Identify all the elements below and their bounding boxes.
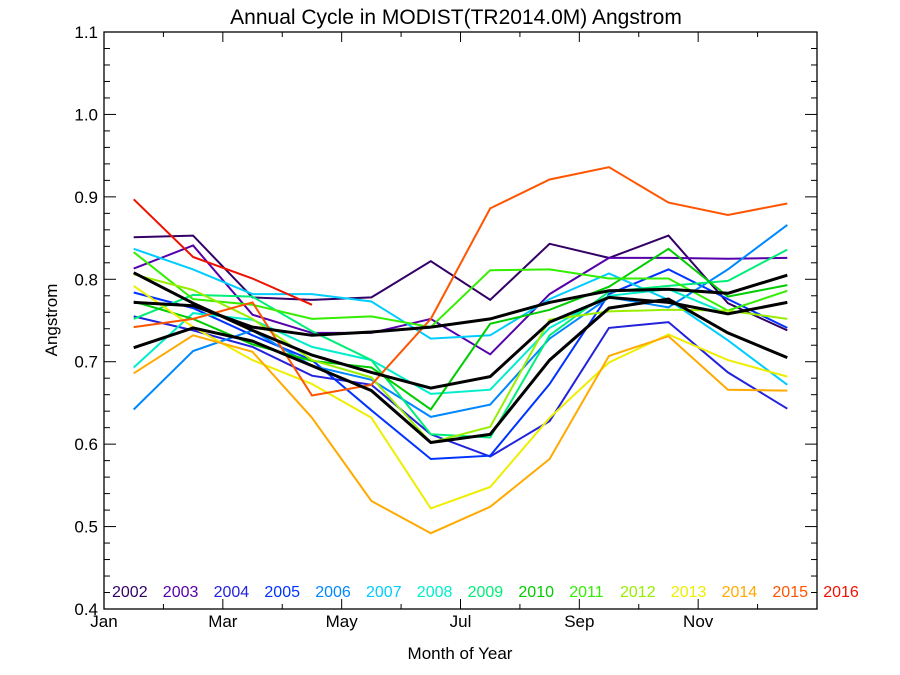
y-axis-label: Angstrom <box>42 284 61 357</box>
x-tick-label: Jan <box>90 612 117 631</box>
series-line-2014 <box>133 334 788 535</box>
x-axis: Jan Mar May Jul Sep Nov <box>90 32 818 631</box>
legend-label-2011: 2011 <box>569 584 604 601</box>
plot-lines <box>132 166 788 535</box>
y-tick-label: 1.0 <box>74 105 98 124</box>
series-line-2007 <box>133 247 788 386</box>
legend-label-2008: 2008 <box>417 584 453 601</box>
legend-label-2006: 2006 <box>315 584 351 601</box>
legend-label-2012: 2012 <box>620 584 656 601</box>
summary-line-3 <box>133 297 788 445</box>
x-tick-label: May <box>326 612 359 631</box>
series-line-2012 <box>133 273 788 444</box>
legend-label-2005: 2005 <box>264 584 300 601</box>
legend-label-2007: 2007 <box>366 584 402 601</box>
y-tick-label: 0.9 <box>74 188 98 207</box>
y-tick-label: 0.6 <box>74 435 98 454</box>
legend-label-2010: 2010 <box>518 584 554 601</box>
series-line-2009 <box>133 248 788 439</box>
legend-label-2015: 2015 <box>772 584 808 601</box>
legend-label-2016: 2016 <box>823 584 859 601</box>
series-line-2006 <box>132 224 788 418</box>
chart-title: Annual Cycle in MODIST(TR2014.0M) Angstr… <box>230 6 682 29</box>
series-line-2015 <box>133 166 788 397</box>
x-tick-label: Jul <box>450 612 472 631</box>
series-line-2011 <box>133 251 788 329</box>
x-axis-label: Month of Year <box>408 644 513 663</box>
y-tick-label: 0.5 <box>74 518 98 537</box>
x-tick-label: Nov <box>683 612 714 631</box>
legend-label-2009: 2009 <box>468 584 504 601</box>
y-axis: 0.4 0.5 0.6 0.7 0.8 0.9 1.0 1.1 <box>74 23 817 619</box>
series-line-2010 <box>133 247 788 411</box>
x-tick-label: Sep <box>564 612 594 631</box>
legend-label-2003: 2003 <box>163 584 199 601</box>
plot-frame <box>103 31 818 610</box>
legend-label-2014: 2014 <box>722 584 758 601</box>
series-line-2005 <box>133 268 788 461</box>
series-line-2013 <box>133 285 788 510</box>
y-tick-label: 0.8 <box>74 270 98 289</box>
legend-label-2002: 2002 <box>112 584 148 601</box>
series-line-2016 <box>133 198 313 306</box>
series-line-2004 <box>133 315 788 458</box>
x-tick-label: Mar <box>208 612 238 631</box>
summary-line-2 <box>133 273 788 337</box>
legend-label-2013: 2013 <box>671 584 707 601</box>
y-tick-label: 0.7 <box>74 353 98 372</box>
series-line-2002 <box>133 234 788 332</box>
y-tick-label: 0.4 <box>74 600 98 619</box>
series-line-2008 <box>133 288 788 395</box>
mean-lines <box>133 271 788 445</box>
legend-label-2004: 2004 <box>214 584 250 601</box>
y-tick-label: 1.1 <box>74 23 98 42</box>
legend: 2002 2003 2004 2005 2006 2007 2008 2009 2010 2011… <box>112 584 859 601</box>
